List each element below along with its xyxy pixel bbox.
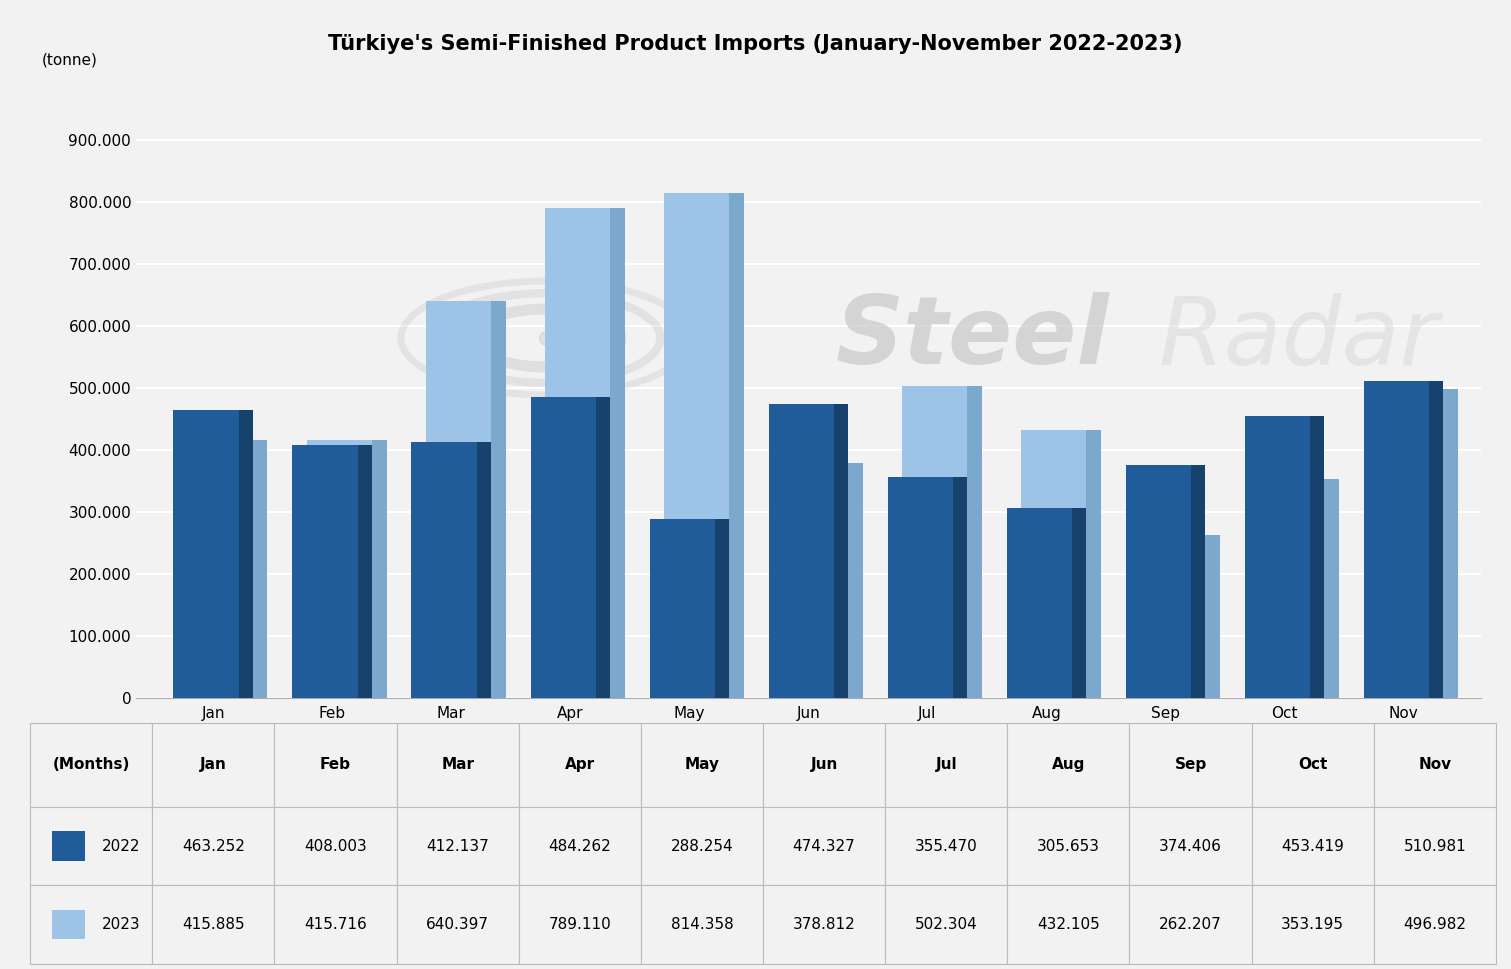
Polygon shape bbox=[663, 193, 730, 698]
Polygon shape bbox=[1021, 429, 1086, 698]
Polygon shape bbox=[834, 403, 848, 698]
Polygon shape bbox=[372, 440, 387, 698]
Polygon shape bbox=[953, 477, 967, 698]
Polygon shape bbox=[1245, 417, 1310, 698]
Polygon shape bbox=[783, 463, 848, 698]
Polygon shape bbox=[530, 397, 595, 698]
Polygon shape bbox=[595, 397, 610, 698]
Text: Steel: Steel bbox=[836, 292, 1109, 384]
Polygon shape bbox=[902, 387, 967, 698]
Polygon shape bbox=[848, 463, 863, 698]
Polygon shape bbox=[1191, 465, 1206, 698]
Polygon shape bbox=[610, 208, 624, 698]
Polygon shape bbox=[293, 445, 358, 698]
Polygon shape bbox=[358, 445, 372, 698]
Polygon shape bbox=[1378, 390, 1443, 698]
Polygon shape bbox=[1429, 381, 1443, 698]
Polygon shape bbox=[1363, 381, 1429, 698]
Polygon shape bbox=[1006, 508, 1071, 698]
Text: (tonne): (tonne) bbox=[42, 52, 98, 68]
Polygon shape bbox=[545, 208, 610, 698]
Polygon shape bbox=[491, 300, 506, 698]
Polygon shape bbox=[307, 440, 372, 698]
Polygon shape bbox=[730, 193, 743, 698]
Polygon shape bbox=[887, 477, 953, 698]
Polygon shape bbox=[1310, 417, 1324, 698]
Text: Radar: Radar bbox=[1157, 293, 1438, 384]
Polygon shape bbox=[239, 411, 254, 698]
Polygon shape bbox=[254, 440, 267, 698]
Text: Türkiye's Semi-Finished Product Imports (January-November 2022-2023): Türkiye's Semi-Finished Product Imports … bbox=[328, 34, 1183, 53]
Polygon shape bbox=[477, 442, 491, 698]
Polygon shape bbox=[715, 519, 730, 698]
Polygon shape bbox=[1139, 535, 1206, 698]
Polygon shape bbox=[187, 440, 254, 698]
Polygon shape bbox=[426, 300, 491, 698]
Polygon shape bbox=[769, 403, 834, 698]
Polygon shape bbox=[411, 442, 477, 698]
Polygon shape bbox=[1126, 465, 1191, 698]
Polygon shape bbox=[1324, 479, 1339, 698]
Polygon shape bbox=[174, 411, 239, 698]
Polygon shape bbox=[1086, 429, 1100, 698]
Polygon shape bbox=[1206, 535, 1219, 698]
Polygon shape bbox=[967, 387, 982, 698]
Polygon shape bbox=[650, 519, 715, 698]
Polygon shape bbox=[1071, 508, 1086, 698]
Polygon shape bbox=[1443, 390, 1458, 698]
Polygon shape bbox=[1259, 479, 1324, 698]
